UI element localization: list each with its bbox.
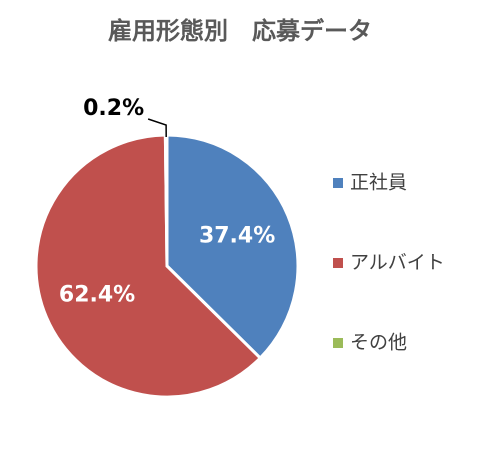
legend-swatch [333,258,343,268]
chart-title: 雇用形態別 応募データ [108,17,372,45]
data-label: 37.4% [199,224,275,249]
legend-label: その他 [350,332,407,354]
leader-line [147,118,167,138]
data-label: 0.2% [83,96,144,121]
legend-swatch [333,178,343,188]
pie-slice [34,133,262,399]
data-label: 62.4% [59,283,135,308]
pie-slice [165,133,300,360]
legend-label: 正社員 [350,172,407,194]
legend-swatch [333,338,343,348]
pie-slice [163,133,169,268]
legend-label: アルバイト [350,252,445,274]
